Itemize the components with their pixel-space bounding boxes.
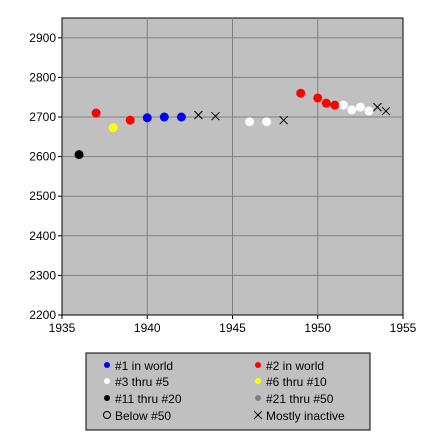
legend-marker [104,362,110,368]
legend-marker [253,410,263,420]
data-point [330,100,340,110]
data-point [108,123,118,133]
y-tick-label: 2700 [29,110,56,124]
legend-label: #1 in world [115,359,173,373]
legend-label: #2 in world [266,359,324,373]
data-point [159,112,169,122]
legend-marker [104,395,110,401]
legend-marker [103,411,111,419]
x-tick-label: 1940 [134,321,161,335]
legend-label: #3 thru #5 [115,375,169,389]
data-point [296,88,306,98]
data-point [74,150,84,160]
data-point [125,115,135,125]
x-tick-label: 1955 [390,321,417,335]
y-tick-label: 2800 [29,70,56,84]
data-points [74,88,391,160]
legend-label: #6 thru #10 [266,375,327,389]
legend-box [85,352,371,431]
y-axis-ticks: 2200 2300 2400 2500 2600 2700 2800 2900 [29,31,62,322]
y-tick-label: 2500 [29,189,56,203]
data-point [373,102,382,112]
legend-label: Below #50 [115,409,171,423]
grid-lines [62,18,403,315]
data-point [142,113,152,123]
data-point [338,100,348,110]
data-point [347,105,357,115]
data-point [176,112,186,122]
x-tick-label: 1935 [49,321,76,335]
legend-marker [255,362,261,368]
data-point [245,117,255,127]
data-point [364,106,374,116]
y-tick-label: 2200 [29,308,56,322]
legend-label: #11 thru #20 [115,392,182,406]
legend: #1 in world #2 in world #3 thru #5 #6 thru … [103,359,345,423]
x-tick-label: 1950 [304,321,331,335]
data-point [262,117,272,127]
x-tick-label: 1945 [219,321,246,335]
legend-label: Mostly inactive [266,409,345,423]
y-tick-label: 2600 [29,150,56,164]
legend-marker [255,395,261,401]
data-point [313,93,323,103]
legend-marker [255,378,261,384]
x-axis-ticks: 1935 1940 1945 1950 1955 [49,315,417,335]
data-point [211,111,220,121]
data-point [91,108,101,118]
data-point [279,115,289,125]
legend-marker [104,378,110,384]
data-point [381,106,391,116]
y-tick-label: 2400 [29,229,56,243]
y-tick-label: 2900 [29,31,56,45]
y-tick-label: 2300 [29,268,56,282]
data-point [355,102,365,112]
legend-label: #21 thru #50 [266,392,334,406]
data-point [194,110,203,120]
data-point [321,98,331,108]
